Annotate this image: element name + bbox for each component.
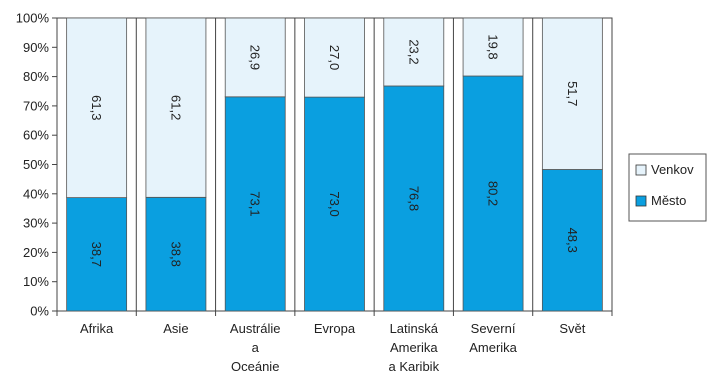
data-label: 80,2 (486, 181, 501, 206)
y-tick-label: 80% (23, 69, 49, 84)
x-category-label: Severní (471, 321, 516, 336)
x-category-label: Afrika (80, 321, 114, 336)
data-label: 61,2 (168, 95, 183, 120)
bar-venkov (462, 17, 524, 77)
x-category-label: Evropa (314, 321, 356, 336)
x-category-label: a (252, 340, 260, 355)
data-label: 26,9 (248, 45, 263, 70)
y-tick-label: 0% (30, 304, 49, 319)
bar-mesto (224, 96, 286, 312)
data-label: 73,0 (327, 191, 342, 216)
legend-label: Venkov (651, 162, 694, 177)
y-tick-label: 100% (16, 11, 50, 26)
data-label: 48,3 (565, 228, 580, 253)
bar-venkov (224, 17, 286, 98)
x-category-label: Oceánie (231, 359, 279, 374)
x-category-label: Amerika (390, 340, 438, 355)
data-label: 27,0 (327, 45, 342, 70)
bar-mesto (541, 169, 603, 312)
bar-mesto (66, 197, 128, 312)
y-tick-label: 50% (23, 157, 49, 172)
y-tick-label: 10% (23, 274, 49, 289)
data-label: 19,8 (486, 34, 501, 59)
legend-swatch-venkov (635, 164, 647, 176)
bar-mesto (383, 85, 445, 312)
y-tick-label: 60% (23, 128, 49, 143)
y-tick-label: 90% (23, 40, 49, 55)
bar-mesto (462, 75, 524, 312)
y-tick-label: 30% (23, 216, 49, 231)
data-label: 51,7 (565, 81, 580, 106)
x-category-label: Svět (559, 321, 585, 336)
x-category-label: a Karibik (388, 359, 439, 374)
x-category-label: Latinská (390, 321, 439, 336)
data-label: 76,8 (406, 186, 421, 211)
y-tick-label: 40% (23, 186, 49, 201)
bar-venkov (66, 17, 128, 199)
x-category-label: Asie (163, 321, 188, 336)
data-label: 38,7 (89, 242, 104, 267)
data-label: 23,2 (406, 39, 421, 64)
data-label: 73,1 (248, 191, 263, 216)
bar-venkov (145, 17, 207, 198)
x-category-label: Amerika (469, 340, 517, 355)
data-label: 61,3 (89, 95, 104, 120)
y-tick-label: 20% (23, 245, 49, 260)
bar-venkov (304, 17, 365, 98)
legend-label: Město (651, 193, 686, 208)
data-label: 38,8 (168, 242, 183, 267)
x-category-label: Austrálie (230, 321, 281, 336)
legend-swatch-mesto (635, 195, 647, 207)
y-tick-label: 70% (23, 98, 49, 113)
bar-venkov (541, 17, 603, 170)
bar-venkov (383, 17, 445, 87)
